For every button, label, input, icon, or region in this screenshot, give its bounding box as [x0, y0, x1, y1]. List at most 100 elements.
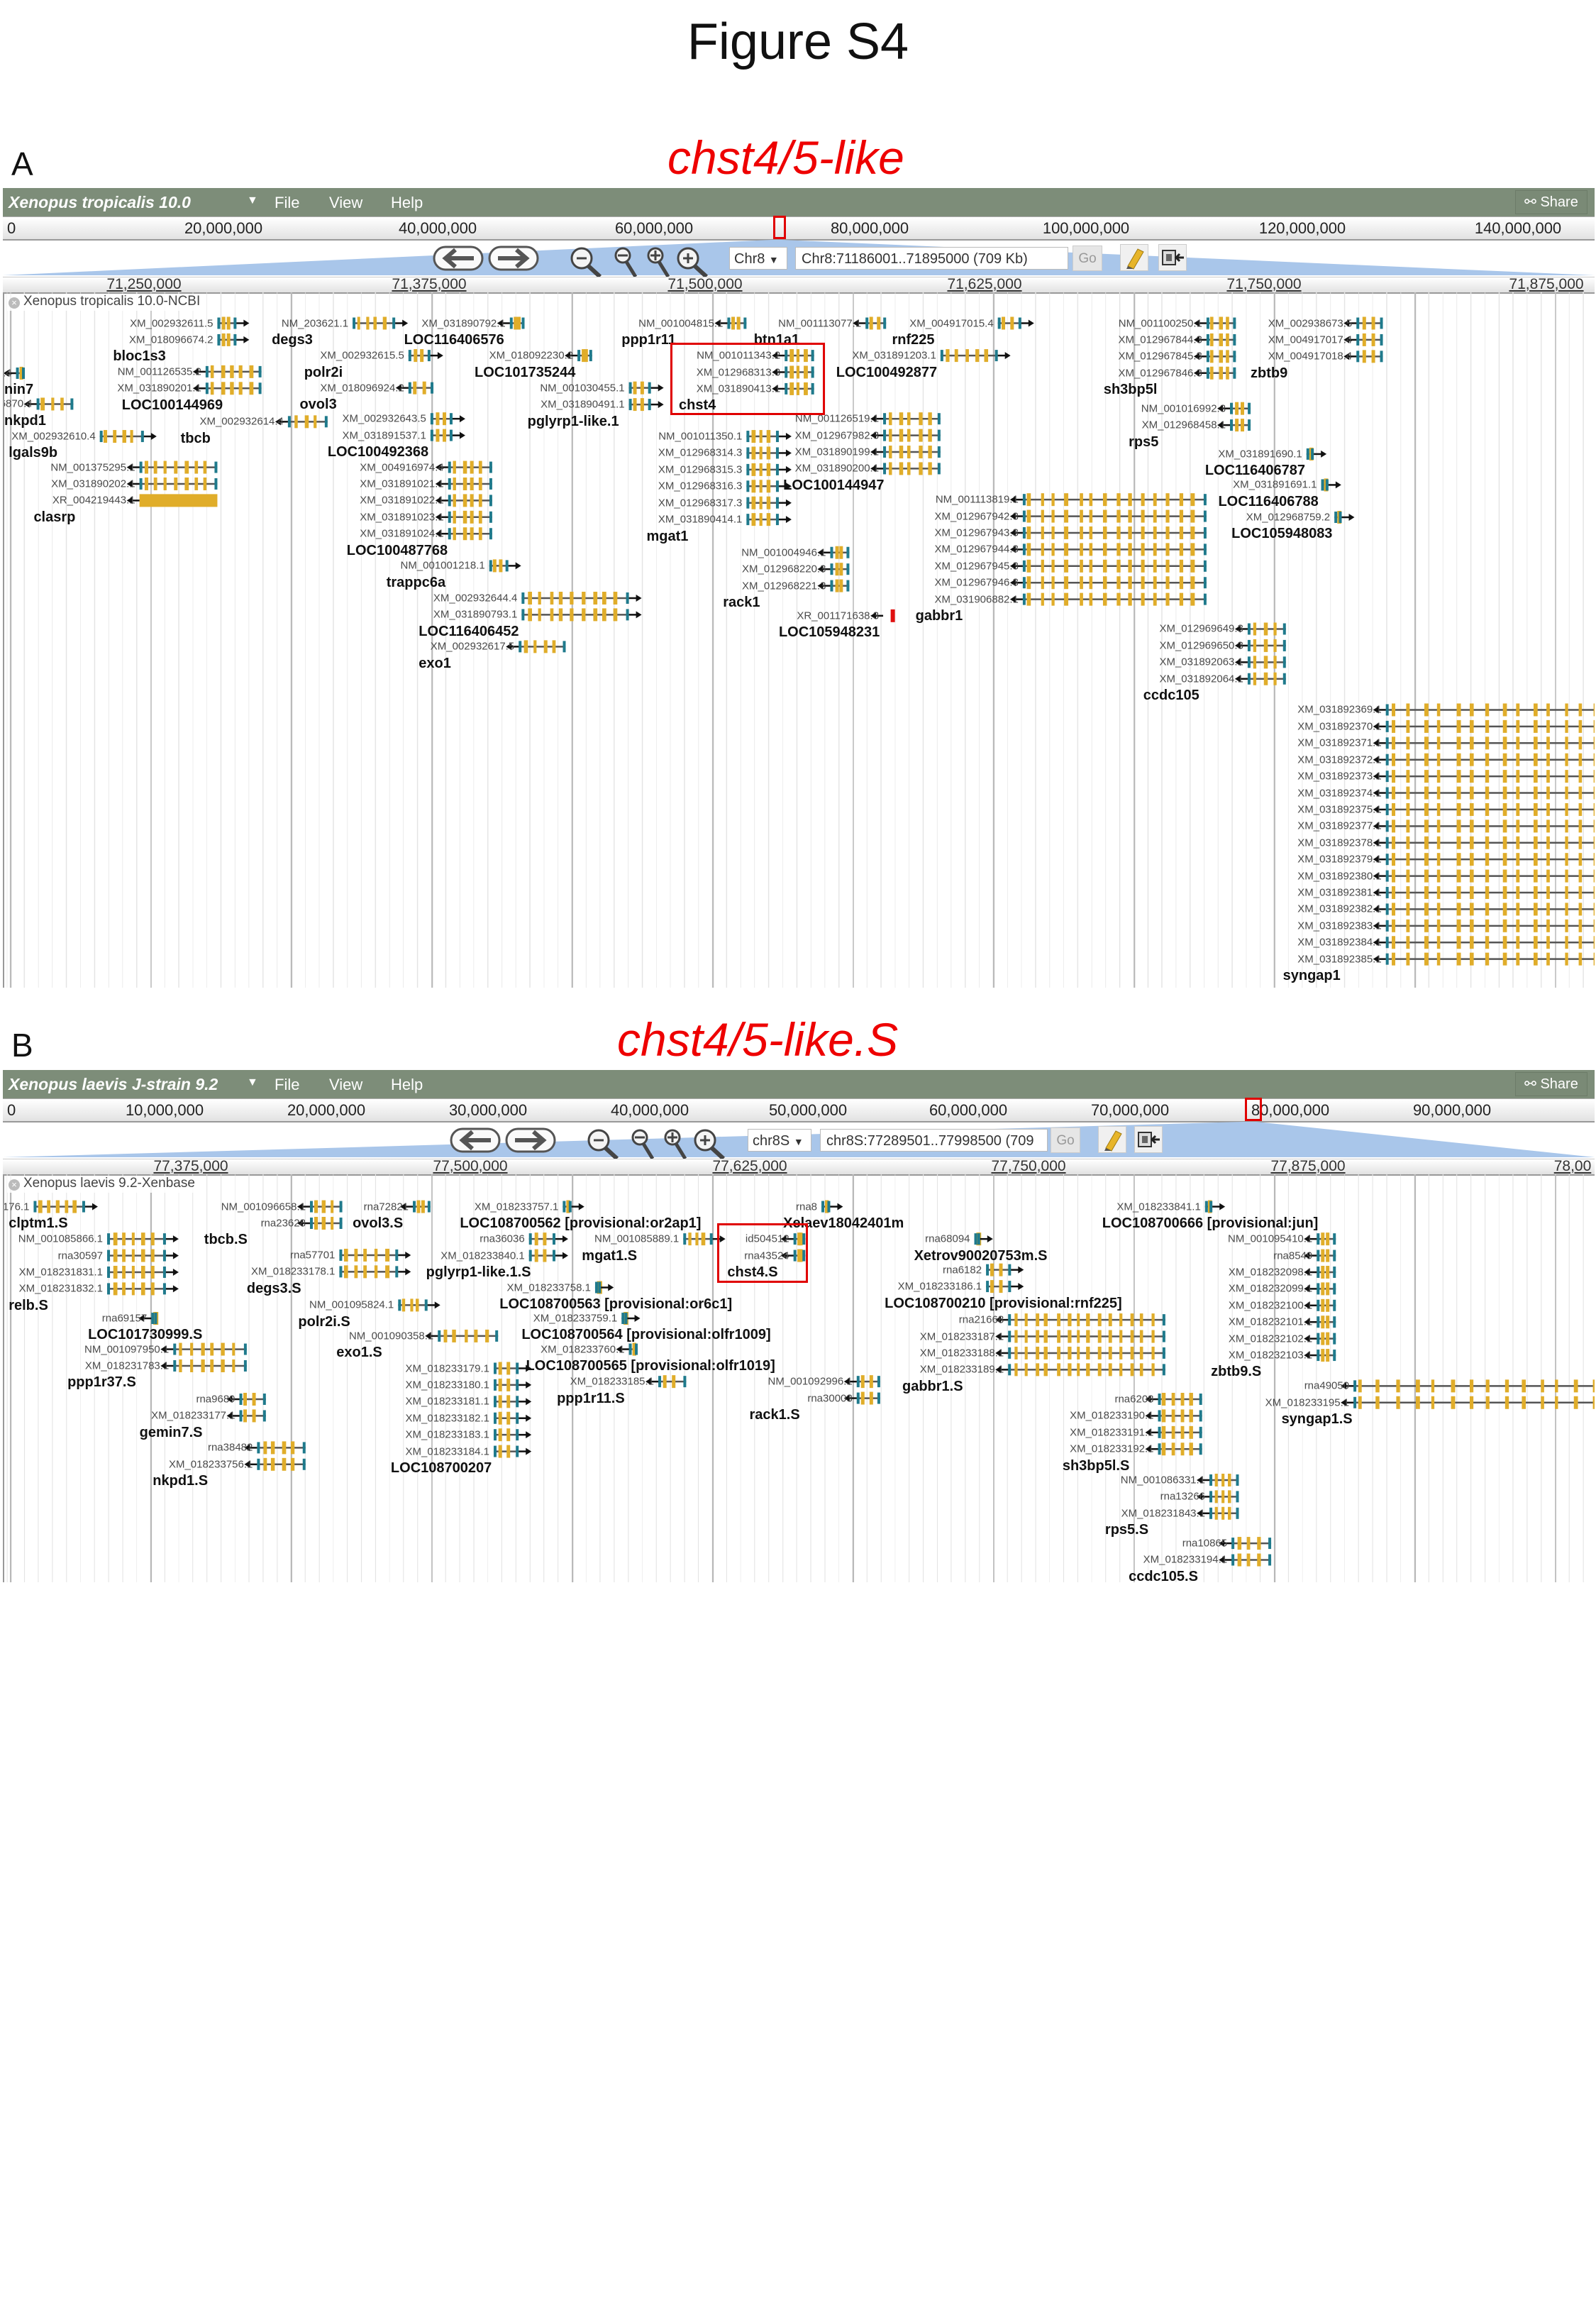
- transcript-glyph[interactable]: [940, 349, 1011, 363]
- gene-feature[interactable]: [217, 316, 250, 346]
- transcript-label[interactable]: XM_018096924.2: [320, 382, 404, 395]
- gene-name[interactable]: ovol3: [299, 397, 337, 413]
- transcript-label[interactable]: XM_031892064.1: [1159, 673, 1243, 685]
- transcript-label[interactable]: XM_031892370.1: [1297, 720, 1382, 733]
- gene-name[interactable]: polr2i: [304, 364, 343, 380]
- transcript-glyph[interactable]: [99, 430, 157, 443]
- transcript-label[interactable]: XM_002932615.5: [320, 349, 404, 362]
- transcript-label[interactable]: rna13266: [1160, 1490, 1206, 1503]
- transcript-label[interactable]: rna69157: [101, 1312, 148, 1325]
- gene-feature[interactable]: [714, 316, 747, 330]
- transcript-label[interactable]: XM_031890413.1: [696, 382, 781, 395]
- transcript-glyph[interactable]: [1193, 350, 1236, 363]
- transcript-glyph[interactable]: [746, 463, 792, 476]
- go-button[interactable]: Go: [1051, 1127, 1080, 1153]
- transcript-label[interactable]: XM_031892383.1: [1297, 920, 1382, 932]
- transcript-label[interactable]: XM_012968316.3: [658, 480, 743, 492]
- transcript-label[interactable]: 4916870.4: [4, 397, 33, 410]
- close-icon[interactable]: ×: [9, 297, 20, 309]
- transcript-label[interactable]: XM_002932611.5: [130, 317, 214, 329]
- transcript-glyph[interactable]: [528, 1232, 568, 1246]
- transcript-label[interactable]: NM_001096658.1: [221, 1201, 306, 1213]
- transcript-glyph[interactable]: [1204, 1200, 1226, 1213]
- transcript-label[interactable]: XM_031892373.1: [1297, 770, 1382, 783]
- transcript-label[interactable]: XM_031891024.1: [360, 527, 444, 540]
- transcript-glyph[interactable]: [843, 1375, 880, 1389]
- transcript-glyph[interactable]: [986, 1280, 1024, 1293]
- transcript-glyph[interactable]: [395, 381, 434, 395]
- transcript-glyph[interactable]: [1304, 1232, 1336, 1246]
- gene-feature[interactable]: [99, 430, 157, 443]
- gene-feature[interactable]: [493, 1362, 532, 1458]
- transcript-label[interactable]: rna8: [796, 1201, 818, 1213]
- transcript-glyph[interactable]: [217, 333, 250, 346]
- transcript-glyph[interactable]: [226, 1393, 266, 1406]
- transcript-glyph[interactable]: [1145, 1409, 1202, 1423]
- menu-help[interactable]: Help: [391, 1076, 423, 1093]
- transcript-glyph[interactable]: [817, 563, 850, 576]
- transcript-label[interactable]: XM_018092230.2: [489, 349, 574, 362]
- transcript-glyph[interactable]: [493, 1428, 532, 1442]
- transcript-glyph[interactable]: [275, 415, 328, 429]
- transcript-glyph[interactable]: [1373, 936, 1595, 949]
- transcript-label[interactable]: XM_004916974.4: [360, 461, 444, 474]
- transcript-label[interactable]: XM_018233181.1: [405, 1395, 489, 1408]
- transcript-label[interactable]: XM_018233178.1: [250, 1265, 336, 1278]
- gene-name[interactable]: exo1: [419, 655, 451, 671]
- transcript-label[interactable]: rna30597: [57, 1249, 104, 1262]
- transcript-glyph[interactable]: [1373, 753, 1595, 766]
- transcript-glyph[interactable]: [425, 1329, 499, 1342]
- transcript-label[interactable]: XM_018232103.1: [1228, 1349, 1313, 1362]
- transcript-glyph[interactable]: [746, 446, 792, 460]
- transcript-glyph[interactable]: [853, 316, 887, 330]
- current-region-marker[interactable]: [773, 216, 786, 239]
- transcript-glyph[interactable]: [297, 1216, 343, 1230]
- transcript-glyph[interactable]: [870, 446, 941, 459]
- transcript-label[interactable]: rna10865: [1182, 1537, 1228, 1550]
- transcript-label[interactable]: XM_012968313.3: [696, 366, 781, 378]
- zoom-in-small-button[interactable]: [663, 1127, 688, 1164]
- transcript-label[interactable]: XM_012967945.3: [934, 560, 1019, 573]
- transcript-label[interactable]: XM_031892372.1: [1297, 754, 1382, 766]
- gene-name[interactable]: rack1.S: [749, 1406, 800, 1423]
- gene-feature[interactable]: [430, 412, 465, 442]
- highlight-button[interactable]: [1120, 244, 1148, 271]
- transcript-glyph[interactable]: [1217, 402, 1251, 415]
- transcript-glyph[interactable]: [1373, 836, 1595, 849]
- transcript-label[interactable]: XM_031892378.1: [1297, 837, 1382, 849]
- transcript-glyph[interactable]: [430, 429, 465, 442]
- transcript-label[interactable]: NM_203621.1: [281, 317, 349, 329]
- transcript-label[interactable]: XM_012968220.3: [742, 563, 826, 575]
- transcript-glyph[interactable]: [995, 1346, 1165, 1359]
- gene-name[interactable]: sh3bp5l: [1103, 382, 1158, 398]
- gene-feature[interactable]: [1334, 511, 1355, 524]
- transcript-label[interactable]: XM_002938673.5: [1268, 317, 1353, 329]
- transcript-label[interactable]: NM_001085866.1: [18, 1232, 104, 1245]
- transcript-glyph[interactable]: [746, 496, 792, 509]
- transcript-label[interactable]: NM_001113077.1: [778, 317, 862, 329]
- transcript-label[interactable]: NM_001095410.1: [1228, 1232, 1313, 1245]
- transcript-label[interactable]: XM_012968315.3: [658, 463, 743, 476]
- transcript-glyph[interactable]: [1321, 478, 1341, 492]
- track-label[interactable]: × Xenopus laevis 9.2-Xenbase: [7, 1176, 199, 1193]
- transcript-glyph[interactable]: [1193, 316, 1236, 330]
- transcript-label[interactable]: NM_001090358.1: [348, 1330, 434, 1342]
- gene-name[interactable]: bloc1s3: [113, 348, 166, 365]
- transcript-glyph[interactable]: [1341, 1379, 1595, 1393]
- transcript-glyph[interactable]: [1009, 509, 1207, 523]
- transcript-glyph[interactable]: [506, 640, 566, 653]
- transcript-glyph[interactable]: [126, 494, 218, 507]
- transcript-glyph[interactable]: [817, 579, 850, 592]
- show-tracks-button[interactable]: [1134, 1126, 1163, 1153]
- gene-feature[interactable]: [628, 381, 664, 412]
- transcript-label[interactable]: rna68094: [925, 1232, 970, 1245]
- transcript-glyph[interactable]: [1219, 1537, 1272, 1550]
- gene-feature[interactable]: [339, 1248, 411, 1279]
- gene-name[interactable]: LOC108700564 [provisional:olfr1009]: [521, 1327, 771, 1343]
- close-icon[interactable]: ×: [9, 1179, 20, 1191]
- transcript-glyph[interactable]: [33, 1200, 98, 1213]
- transcript-glyph[interactable]: [1373, 737, 1595, 750]
- transcript-label[interactable]: XM_031892379.1: [1297, 853, 1382, 866]
- gene-feature[interactable]: [772, 349, 814, 395]
- transcript-label[interactable]: XM_012967846.3: [1118, 367, 1202, 380]
